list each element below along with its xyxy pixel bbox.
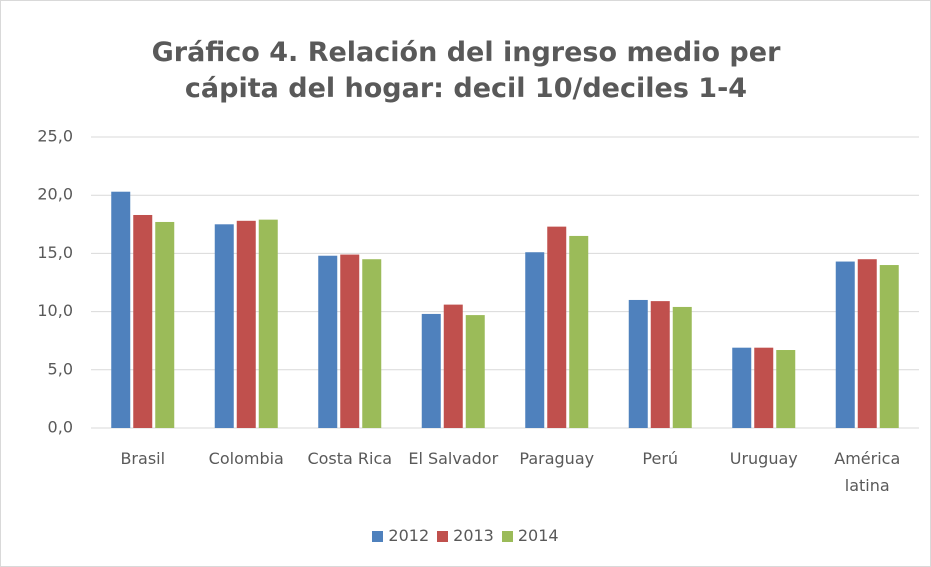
- bar: [672, 306, 692, 428]
- legend-swatch: [501, 531, 513, 542]
- y-tick-label: 15,0: [37, 243, 73, 262]
- bar: [525, 252, 545, 428]
- legend-label: 2014: [517, 526, 559, 545]
- legend-item: 2014: [501, 526, 559, 545]
- x-tick-label: Uruguay: [729, 449, 798, 468]
- legend-swatch: [372, 531, 384, 542]
- legend-swatch: [437, 531, 449, 542]
- y-tick-label: 0,0: [48, 418, 73, 437]
- legend-item: 2013: [437, 526, 494, 545]
- bar: [133, 214, 153, 428]
- bar: [214, 224, 234, 428]
- bar: [879, 265, 899, 428]
- y-tick-label: 20,0: [37, 185, 73, 204]
- bar: [258, 219, 278, 428]
- y-tick-label: 10,0: [37, 301, 73, 320]
- bar: [547, 226, 567, 428]
- bar: [857, 259, 877, 428]
- bar: [754, 347, 774, 428]
- x-tick-label: Paraguay: [519, 449, 595, 468]
- bar: [155, 221, 175, 428]
- bar: [650, 301, 670, 428]
- bar: [776, 350, 796, 428]
- bar: [569, 235, 589, 428]
- bar: [628, 299, 648, 428]
- bar: [732, 347, 752, 428]
- x-tick-label: Costa Rica: [307, 449, 393, 468]
- bar: [318, 255, 338, 428]
- bar: [236, 220, 256, 428]
- x-tick-label: Brasil: [120, 449, 166, 468]
- chart-title: Gráfico 4. Relación del ingreso medio pe…: [151, 37, 781, 104]
- bar: [835, 261, 855, 428]
- bar: [421, 313, 441, 428]
- bar: [340, 254, 360, 428]
- x-tick-label: El Salvador: [408, 449, 499, 468]
- x-tick-label: Perú: [642, 449, 679, 468]
- x-tick-label: América latina: [834, 449, 901, 495]
- y-tick-label: 25,0: [37, 127, 73, 146]
- bar: [465, 315, 485, 428]
- x-tick-label: Colombia: [208, 449, 284, 468]
- legend-item: 2012: [372, 526, 429, 545]
- bar: [362, 259, 382, 428]
- legend-label: 2013: [453, 526, 494, 545]
- y-tick-label: 5,0: [48, 359, 73, 378]
- legend-label: 2012: [388, 526, 430, 545]
- bar: [443, 304, 463, 428]
- legend: 2012 2013 2014: [1, 526, 930, 545]
- bar: [111, 191, 131, 428]
